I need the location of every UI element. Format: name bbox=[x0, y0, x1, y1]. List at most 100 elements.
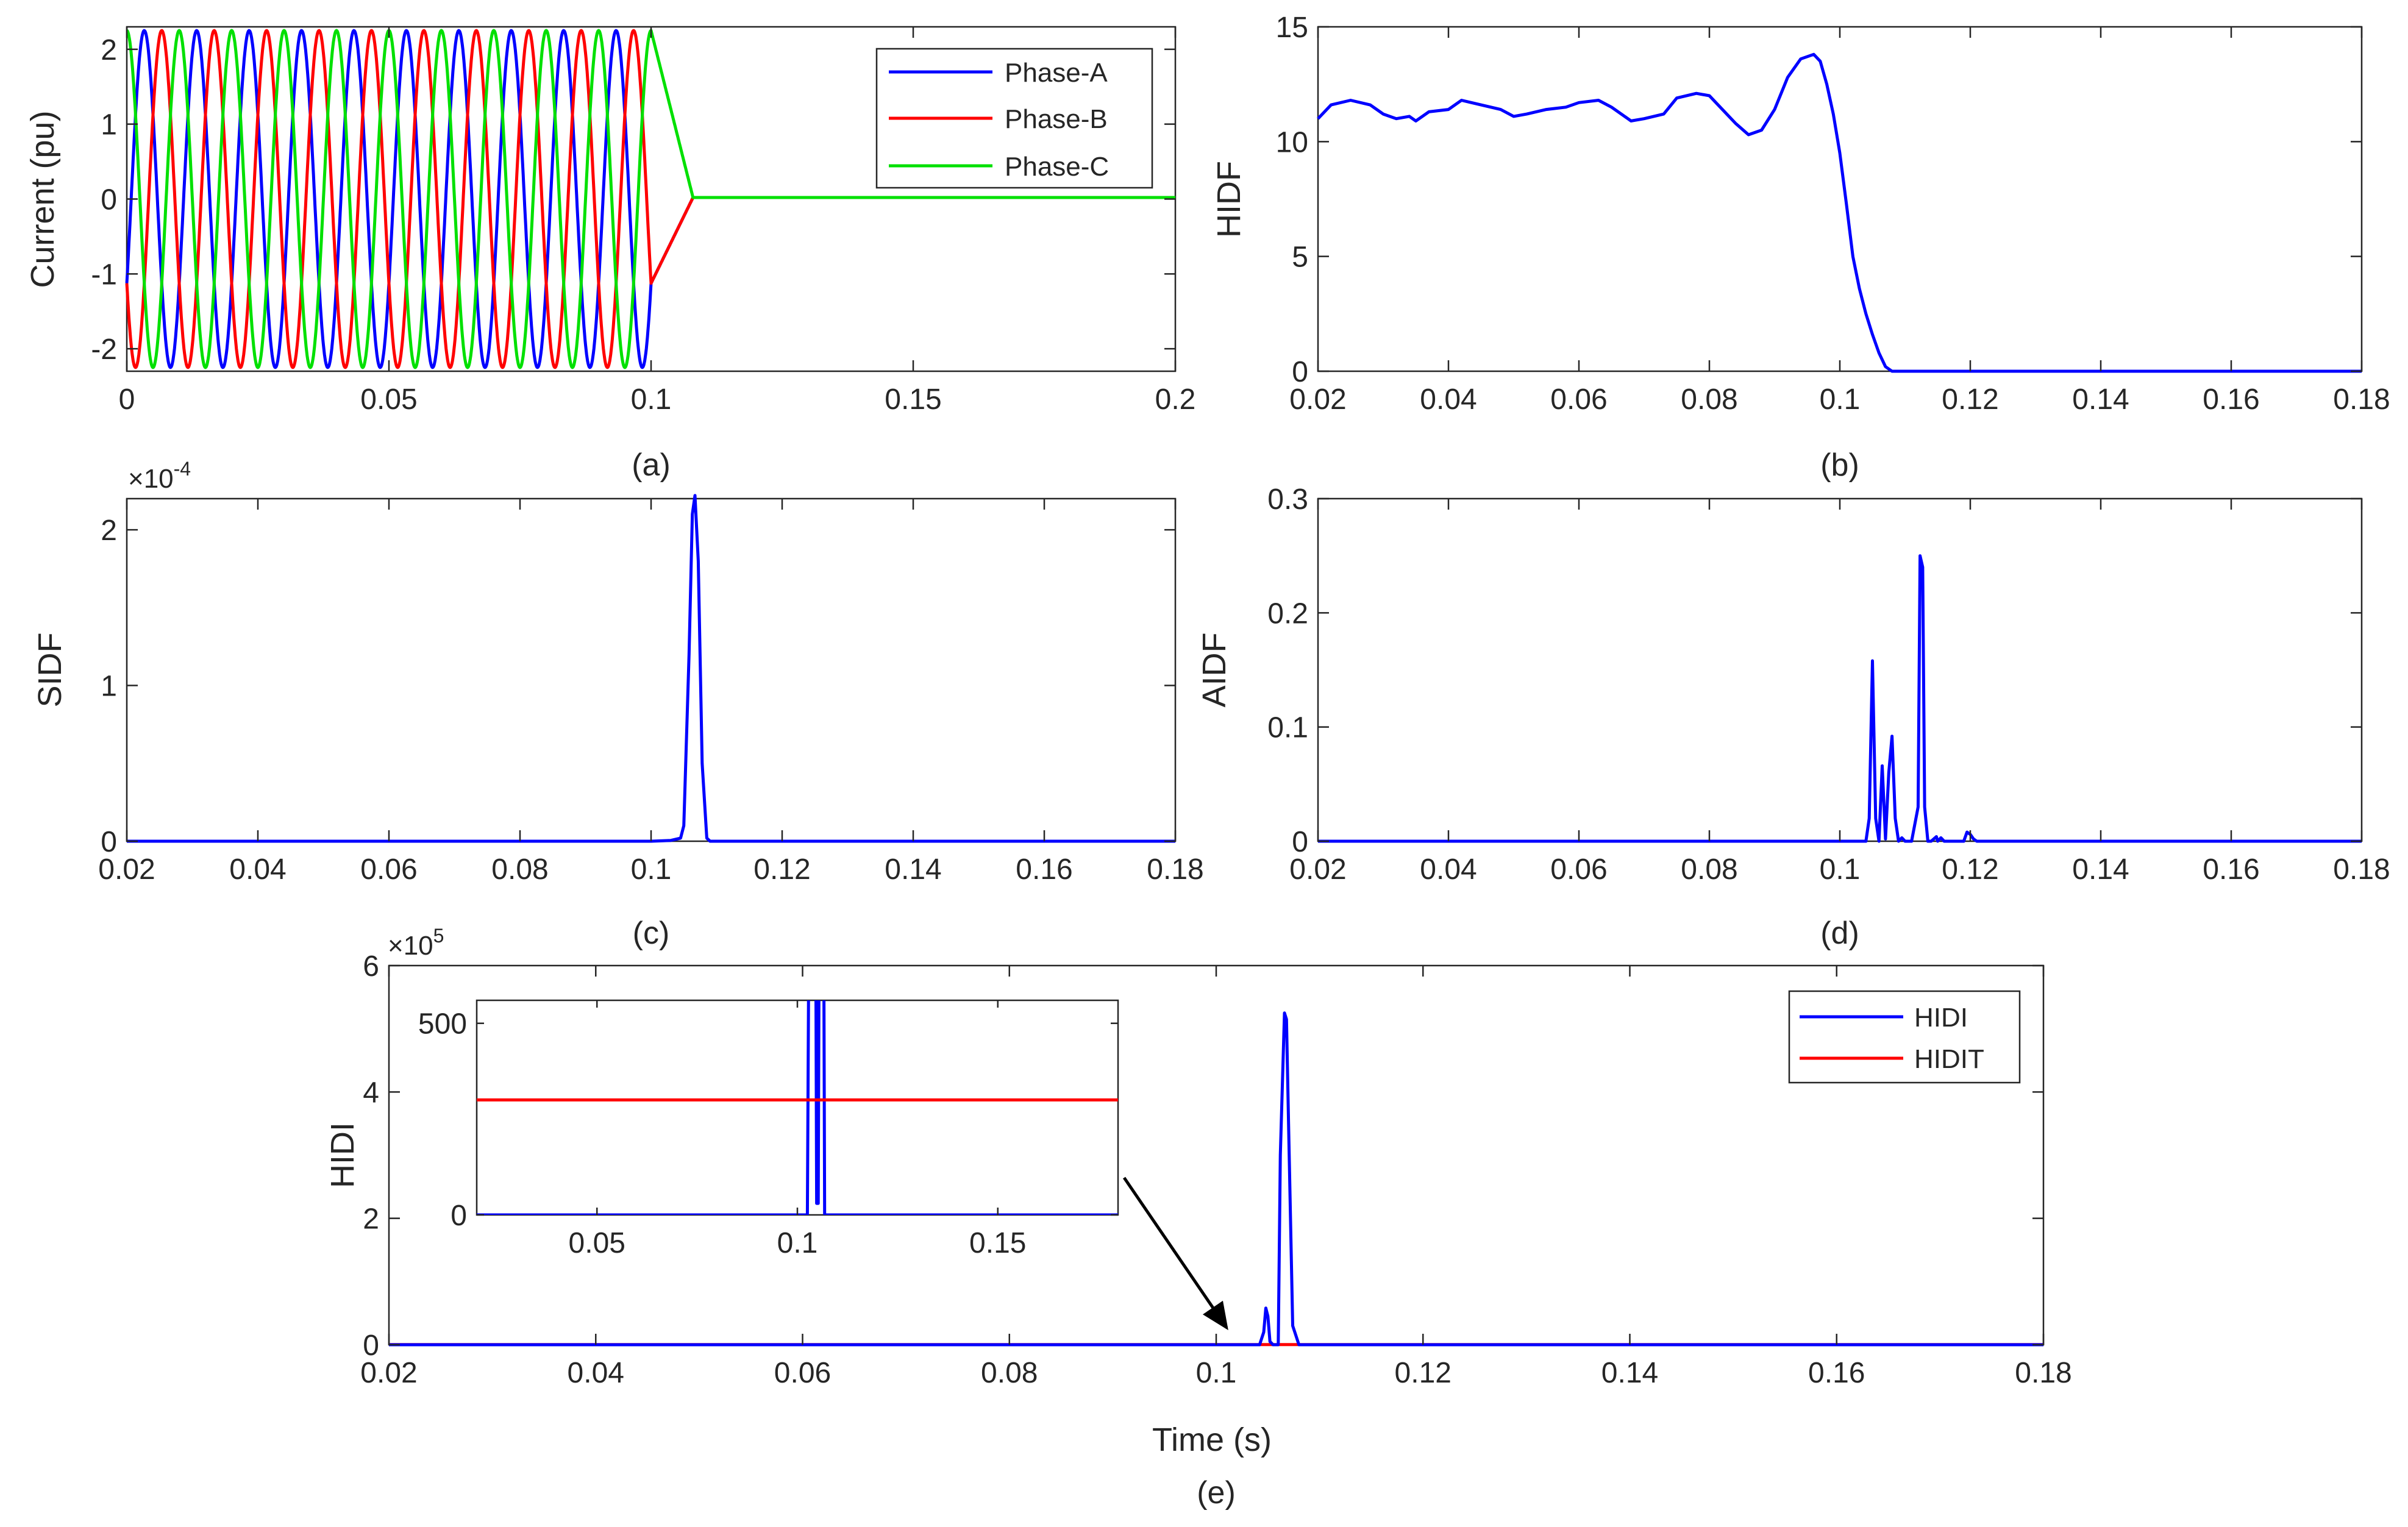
y-exponent-e: ×105 bbox=[388, 925, 444, 961]
inset-e-zoom: 0.05 0.1 0.15 0 500 bbox=[418, 999, 1119, 1259]
axes-b bbox=[1317, 26, 2363, 372]
e-inset-ytick-label: 500 bbox=[418, 1008, 467, 1041]
series-layer-e-inset bbox=[477, 1000, 1118, 1215]
b-xtick-label: 0.04 bbox=[1420, 383, 1477, 416]
y-exponent-power-c: -4 bbox=[174, 458, 191, 480]
a-xtick-label: 0.05 bbox=[360, 383, 417, 416]
c-xtick-label: 0.04 bbox=[229, 853, 286, 886]
series-c-sidf bbox=[127, 494, 1175, 843]
c-xtick-label: 0.18 bbox=[1147, 853, 1203, 886]
a-ytick-label: 0 bbox=[101, 184, 117, 216]
legend-e-label-hidi: HIDI bbox=[1914, 1003, 1968, 1033]
c-xtick-label: 0.16 bbox=[1016, 853, 1072, 886]
series-e-inset-hidi bbox=[477, 1000, 1118, 1215]
e-xtick-label: 0.04 bbox=[568, 1357, 624, 1389]
e-ytick-label: 6 bbox=[363, 950, 379, 983]
y-exponent-power-e: 5 bbox=[433, 925, 444, 947]
e-ytick-label: 2 bbox=[363, 1203, 379, 1236]
e-xtick-label: 0.18 bbox=[2015, 1357, 2071, 1389]
y-exponent-base-c: ×10 bbox=[128, 464, 174, 494]
d-xtick-label: 0.04 bbox=[1420, 853, 1477, 886]
caption-e: (e) bbox=[1197, 1475, 1236, 1511]
e-xtick-label: 0.14 bbox=[1601, 1357, 1658, 1389]
ylabel-a: Current (pu) bbox=[24, 110, 61, 288]
e-inset-ytick-label: 0 bbox=[451, 1200, 467, 1232]
c-ytick-label: 0 bbox=[101, 826, 117, 858]
panel-d-aidf: 0.02 0.04 0.06 0.08 0.1 0.12 0.14 0.16 0.18 0 0.1 0… bbox=[1196, 483, 2390, 951]
axes-d bbox=[1317, 497, 2363, 842]
e-inset-xtick-label: 0.05 bbox=[569, 1227, 625, 1259]
a-xtick-label: 0.1 bbox=[631, 383, 672, 416]
caption-a: (a) bbox=[632, 447, 671, 483]
c-xtick-label: 0.1 bbox=[631, 853, 672, 886]
axes-c bbox=[126, 497, 1177, 842]
e-xtick-label: 0.08 bbox=[981, 1357, 1038, 1389]
d-xtick-label: 0.18 bbox=[2333, 853, 2390, 886]
c-ytick-label: 2 bbox=[101, 514, 117, 547]
ylabel-b: HIDF bbox=[1211, 161, 1247, 238]
ylabel-d: AIDF bbox=[1196, 632, 1233, 707]
c-ytick-label: 1 bbox=[101, 671, 117, 703]
c-xtick-label: 0.14 bbox=[885, 853, 941, 886]
e-ytick-label: 4 bbox=[363, 1077, 379, 1109]
zoom-arrow bbox=[1122, 1176, 1228, 1331]
xlabel-e: Time (s) bbox=[1152, 1422, 1272, 1458]
d-xtick-label: 0.1 bbox=[1820, 853, 1861, 886]
legend-a: Phase-A Phase-B Phase-C bbox=[875, 48, 1153, 189]
axes-e-inset bbox=[476, 999, 1119, 1216]
e-xtick-label: 0.1 bbox=[1196, 1357, 1237, 1389]
a-ytick-label: 1 bbox=[101, 109, 117, 141]
caption-d: (d) bbox=[1820, 916, 1859, 951]
c-xtick-label: 0.12 bbox=[753, 853, 810, 886]
b-xtick-label: 0.1 bbox=[1820, 383, 1861, 416]
e-xtick-label: 0.02 bbox=[360, 1357, 417, 1389]
y-exponent-c: ×10-4 bbox=[128, 458, 191, 494]
caption-b: (b) bbox=[1820, 447, 1859, 483]
series-d-aidf bbox=[1318, 554, 2362, 843]
ticks-e-inset: 0.05 0.1 0.15 0 500 bbox=[418, 1000, 1118, 1259]
series-layer-c bbox=[127, 494, 1175, 843]
e-ytick-label: 0 bbox=[363, 1329, 379, 1362]
a-ytick-label: 2 bbox=[101, 34, 117, 66]
legend-a-label-phase-b: Phase-B bbox=[1005, 104, 1108, 134]
caption-c: (c) bbox=[633, 916, 670, 951]
b-ytick-label: 10 bbox=[1276, 126, 1308, 158]
e-inset-xtick-label: 0.1 bbox=[777, 1227, 818, 1259]
c-xtick-label: 0.02 bbox=[98, 853, 155, 886]
ticks-e: 0.02 0.04 0.06 0.08 0.1 0.12 0.14 0.16 0.18 0 2 4 6 bbox=[360, 950, 2071, 1389]
b-xtick-label: 0.14 bbox=[2072, 383, 2129, 416]
legend-e-label-hidit: HIDIT bbox=[1914, 1044, 1984, 1074]
d-xtick-label: 0.08 bbox=[1681, 853, 1737, 886]
d-ytick-label: 0.2 bbox=[1267, 597, 1308, 630]
ylabel-c: SIDF bbox=[32, 632, 68, 707]
b-xtick-label: 0.12 bbox=[1942, 383, 1998, 416]
d-xtick-label: 0.12 bbox=[1942, 853, 1998, 886]
a-ytick-label: -2 bbox=[91, 333, 117, 366]
d-ytick-label: 0.3 bbox=[1267, 483, 1308, 516]
e-inset-xtick-label: 0.15 bbox=[969, 1227, 1026, 1259]
b-xtick-label: 0.18 bbox=[2333, 383, 2390, 416]
e-xtick-label: 0.06 bbox=[774, 1357, 831, 1389]
e-xtick-label: 0.16 bbox=[1808, 1357, 1865, 1389]
c-xtick-label: 0.08 bbox=[491, 853, 548, 886]
ticks-c: 0.02 0.04 0.06 0.08 0.1 0.12 0.14 0.16 0.18 0 1 2 bbox=[98, 499, 1204, 886]
legend-a-label-phase-c: Phase-C bbox=[1005, 152, 1109, 182]
series-layer-d bbox=[1318, 554, 2362, 843]
legend-a-label-phase-a: Phase-A bbox=[1005, 58, 1108, 88]
series-layer-b bbox=[1317, 52, 2362, 373]
b-xtick-label: 0.06 bbox=[1550, 383, 1607, 416]
ticks-a: 0 0.05 0.1 0.15 0.2 -2 -1 0 1 2 bbox=[91, 27, 1195, 416]
ticks-b: 0.02 0.04 0.06 0.08 0.1 0.12 0.14 0.16 0.18 0 5 10 1… bbox=[1276, 12, 2390, 416]
a-xtick-label: 0.15 bbox=[885, 383, 941, 416]
b-ytick-label: 15 bbox=[1276, 12, 1308, 44]
b-ytick-label: 0 bbox=[1292, 356, 1308, 388]
d-xtick-label: 0.14 bbox=[2072, 853, 2129, 886]
a-ytick-label: -1 bbox=[91, 258, 117, 291]
d-ytick-label: 0.1 bbox=[1267, 712, 1308, 744]
d-xtick-label: 0.06 bbox=[1550, 853, 1607, 886]
panel-b-hidf: 0.02 0.04 0.06 0.08 0.1 0.12 0.14 0.16 0.18 0 5 10 1… bbox=[1211, 12, 2390, 483]
c-xtick-label: 0.06 bbox=[360, 853, 417, 886]
b-xtick-label: 0.16 bbox=[2203, 383, 2259, 416]
